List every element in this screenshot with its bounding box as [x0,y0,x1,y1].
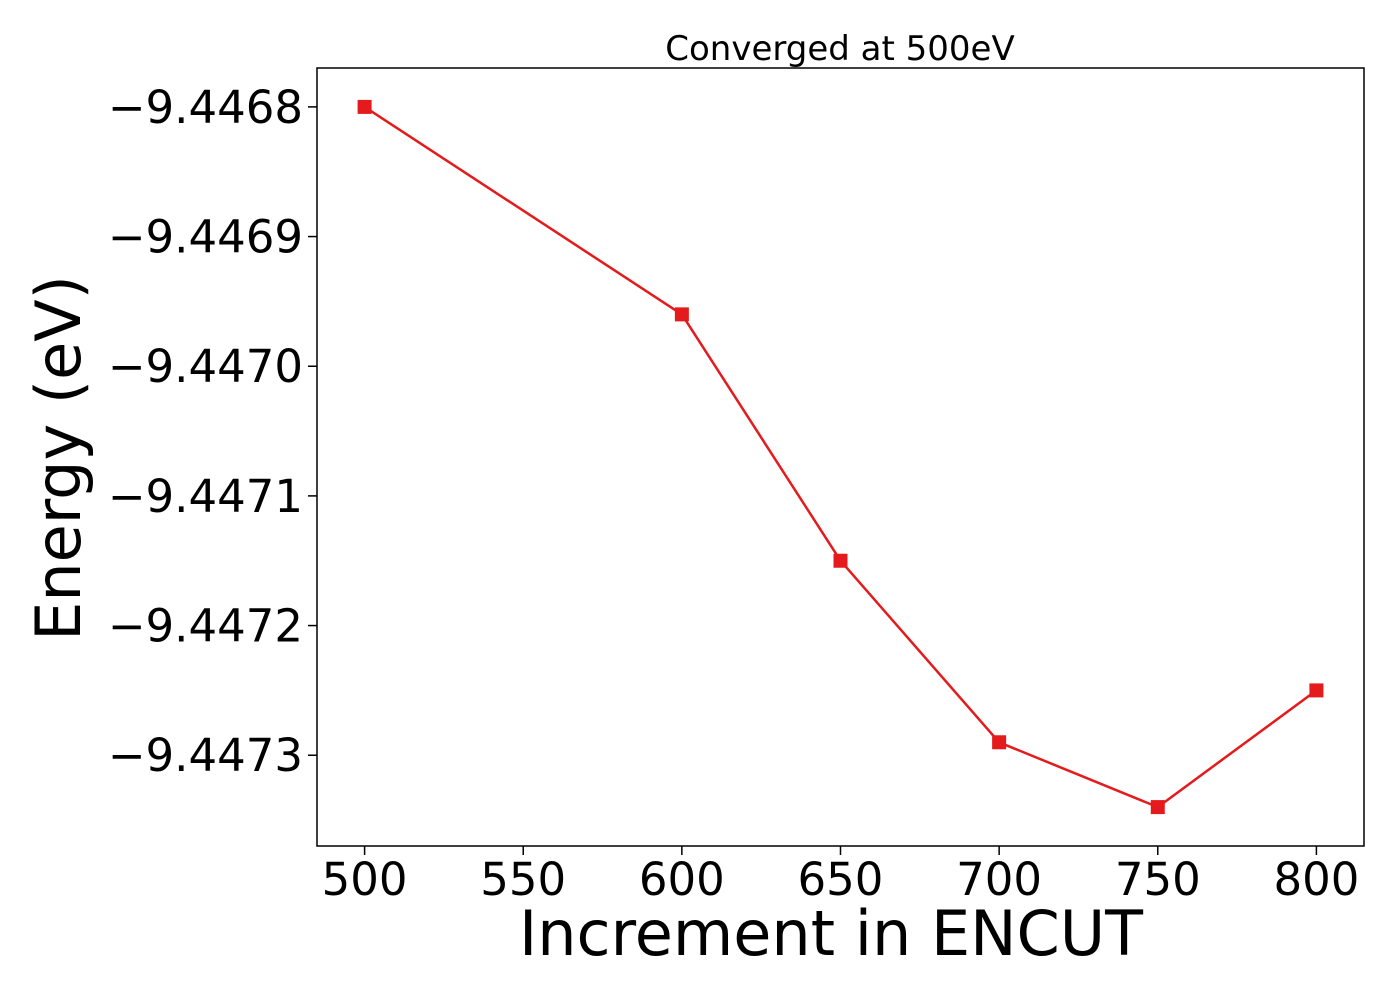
axis-ticks: 500 550 600 650 700 750 800 −9.4468 −9.4469 −9.44… [108,81,1360,906]
y-tick-label: −9.4468 [108,81,303,134]
y-axis-label: Energy (eV) [22,275,95,641]
data-point-marker [674,307,689,322]
x-axis-label: Increment in ENCUT [519,897,1144,970]
x-tick-label: 800 [1273,853,1359,906]
chart-title: Converged at 500eV [665,29,1014,69]
plot-frame [316,67,1365,847]
data-point-marker [992,735,1007,750]
x-tick-label: 600 [639,853,725,906]
data-point-marker [833,553,848,568]
x-tick-label: 500 [322,853,408,906]
x-tick-label: 650 [798,853,884,906]
data-point-marker [357,99,372,114]
x-tick-label: 750 [1115,853,1201,906]
data-point-marker [1150,800,1165,815]
y-tick-label: −9.4472 [108,600,303,653]
y-tick-label: −9.4473 [108,729,303,782]
y-tick-label: −9.4470 [108,340,303,393]
y-tick-label: −9.4469 [108,211,303,264]
data-point-marker [1309,683,1324,698]
series-layer [357,99,1324,815]
y-tick-label: −9.4471 [108,470,303,523]
x-tick-label: 550 [480,853,566,906]
series-line [363,105,1318,809]
x-tick-label: 700 [956,853,1042,906]
